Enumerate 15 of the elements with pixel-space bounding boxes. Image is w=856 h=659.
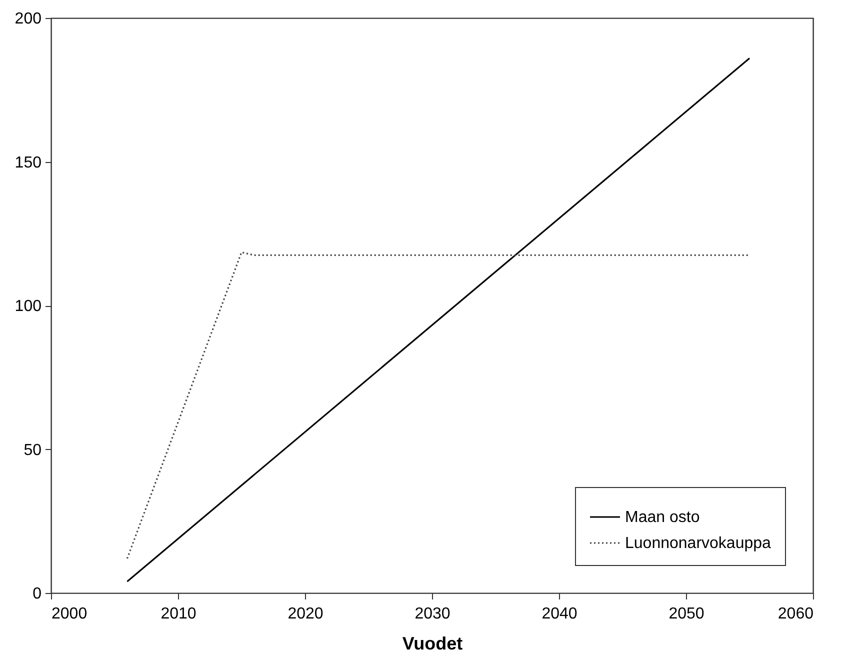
y-tick-label: 0: [32, 586, 42, 602]
y-tick-label: 200: [14, 10, 42, 28]
legend-label: Luonnonarvokauppa: [625, 535, 772, 552]
y-tick-label: 50: [24, 442, 42, 459]
x-tick-label: 2060: [778, 606, 814, 622]
x-tick-label: 2020: [288, 606, 324, 622]
x-tick-label: 2040: [542, 606, 578, 622]
x-tick-label: 2050: [668, 606, 704, 622]
x-axis-title: Vuodet: [402, 634, 463, 654]
y-tick-label: 100: [14, 298, 42, 315]
legend-label: Maan osto: [625, 509, 700, 526]
x-tick-label: 2010: [160, 606, 196, 622]
y-tick-label: 150: [14, 154, 42, 172]
x-tick-label: 2000: [52, 606, 88, 622]
x-tick-label: 2030: [414, 606, 450, 622]
